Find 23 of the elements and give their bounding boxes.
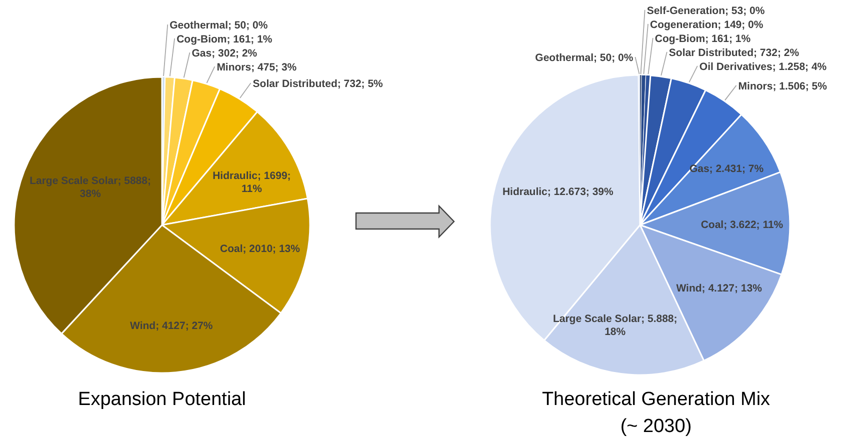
- text: Expansion Potential: [78, 389, 246, 410]
- slice-label: Coal; 3.622; 11%: [700, 218, 784, 231]
- slice-label: Cogeneration; 149; 0%: [650, 18, 764, 31]
- slice-label: Cog-Biom; 161; 1%: [176, 33, 273, 46]
- slice-label: Cog-Biom; 161; 1%: [654, 32, 752, 45]
- slice-label: Hidraulic; 12.673; 39%: [502, 186, 614, 198]
- slice-label: Minors; 1.506; 5%: [738, 80, 828, 92]
- slice-label: Oil Derivatives; 1.258; 4%: [699, 60, 828, 73]
- text: (~ 2030): [620, 416, 692, 437]
- slice-label: Solar Distributed; 732; 5%: [252, 78, 384, 90]
- slice-label: Gas; 302; 2%: [192, 47, 258, 60]
- slice-label: Large Scale Solar; 5888; 38%: [28, 175, 152, 202]
- slice-label: Minors; 475; 3%: [216, 61, 298, 74]
- text: Theoretical Generation Mix: [542, 389, 771, 410]
- slice-label: Hidraulic; 1699; 11%: [212, 170, 292, 196]
- slice-label: Large Scale Solar; 5.888; 18%: [552, 313, 678, 340]
- slice-label: Coal; 2010; 13%: [220, 242, 301, 255]
- slice-label: Wind; 4127; 27%: [130, 320, 214, 332]
- slice-label: Geothermal; 50; 0%: [535, 52, 634, 64]
- slice-label: Geothermal; 50; 0%: [170, 19, 268, 32]
- slice-label: Solar Distributed; 732; 2%: [668, 46, 800, 59]
- slice-label: Self-Generation; 53; 0%: [646, 4, 766, 17]
- slice-label: Wind; 4.127; 13%: [676, 282, 763, 294]
